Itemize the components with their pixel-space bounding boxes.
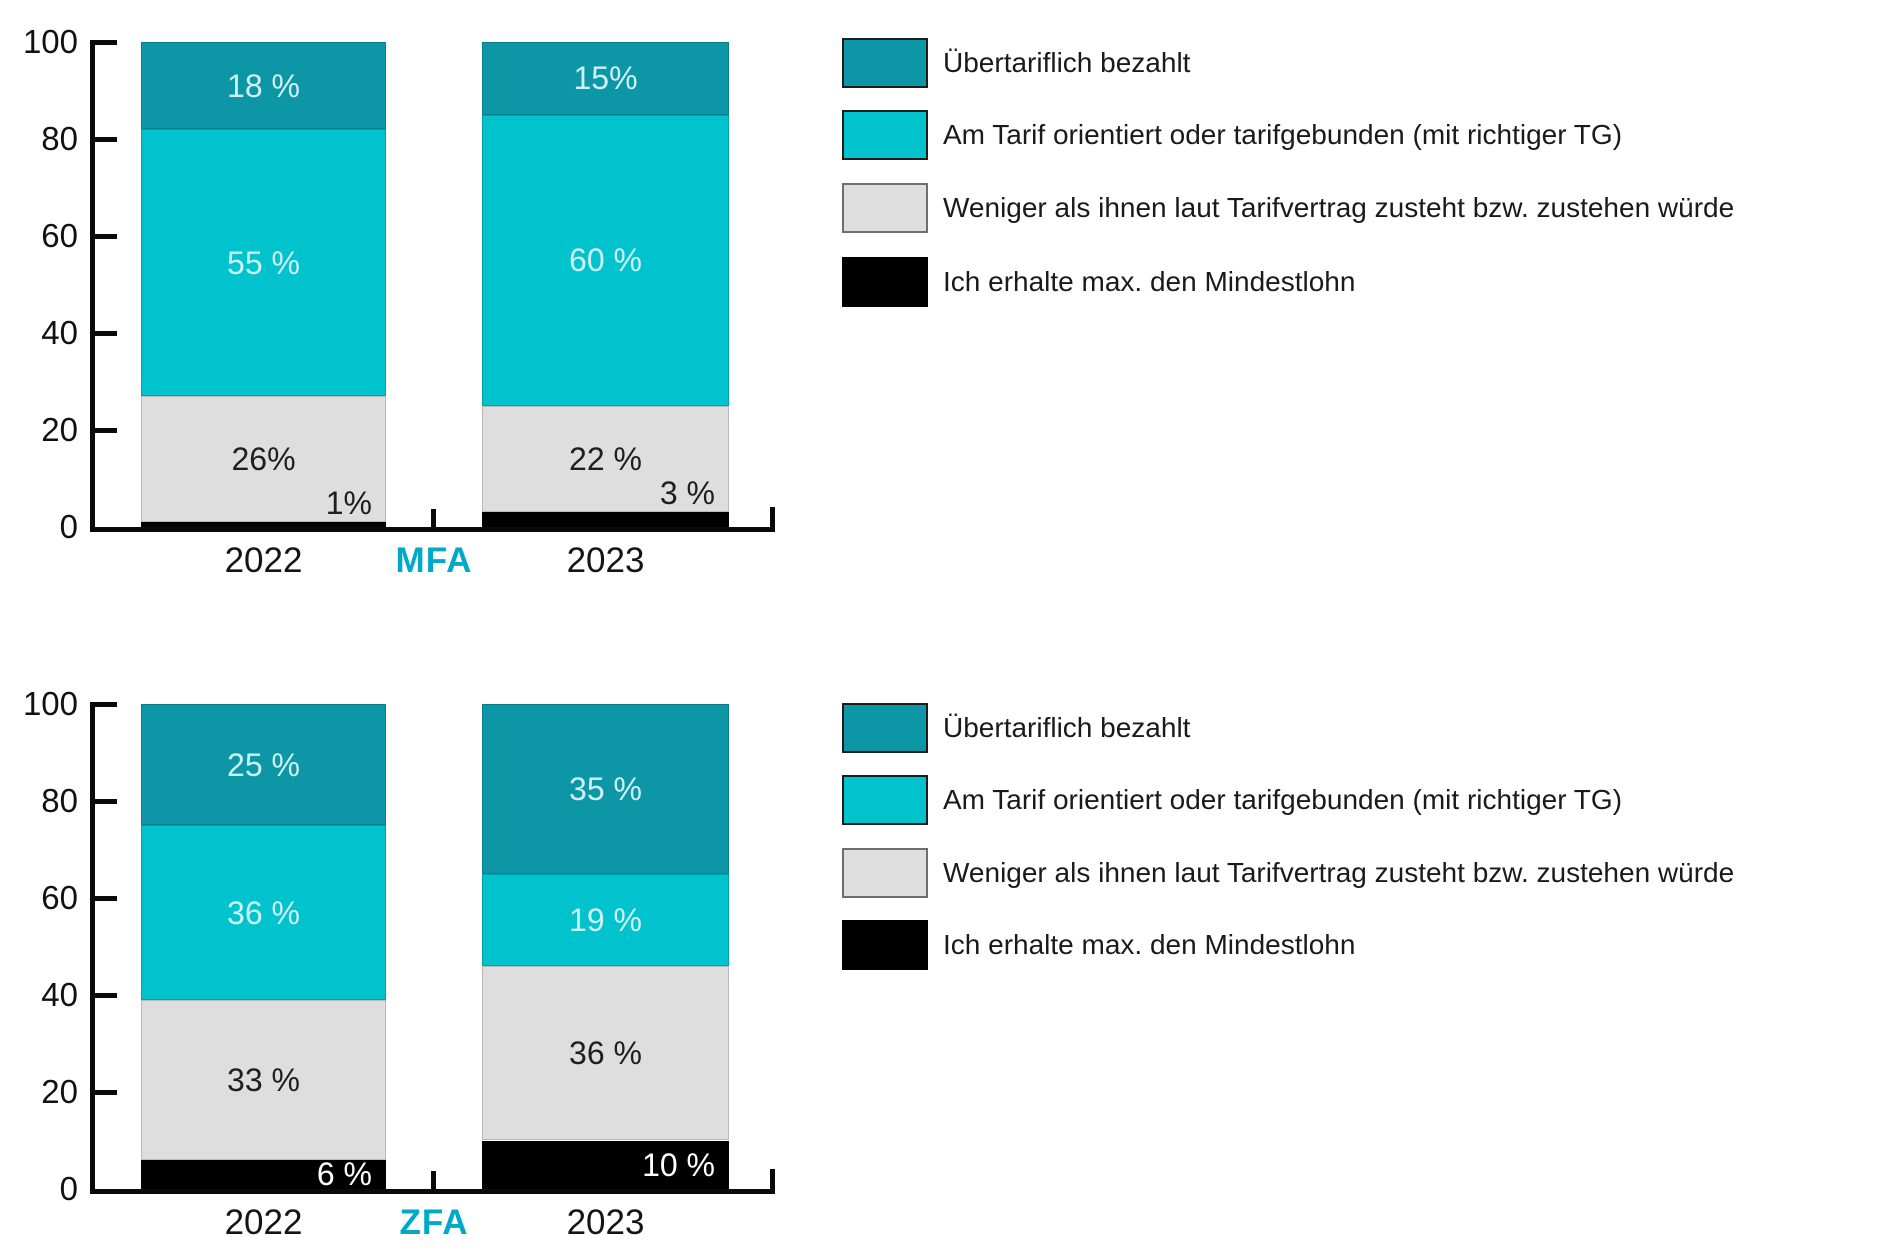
y-tick-label: 0 bbox=[59, 1170, 78, 1207]
category-label: 2022 bbox=[224, 541, 303, 580]
y-axis-line bbox=[90, 42, 95, 532]
group-label: MFA bbox=[395, 541, 473, 580]
bar-segment bbox=[141, 1159, 386, 1189]
y-tick bbox=[90, 1089, 117, 1095]
segment-label: 10 % bbox=[642, 1146, 715, 1183]
bar-segment bbox=[482, 704, 729, 874]
segment-label: 15% bbox=[573, 60, 638, 97]
segment-label: 33 % bbox=[227, 1061, 300, 1098]
bar-segment bbox=[141, 129, 386, 397]
y-tick-label: 20 bbox=[41, 411, 78, 448]
y-tick-label: 40 bbox=[41, 314, 78, 351]
segment-label: 22 % bbox=[569, 441, 642, 478]
y-tick bbox=[90, 895, 117, 901]
y-tick bbox=[90, 701, 117, 707]
bar-segment bbox=[482, 114, 729, 406]
x-axis-line bbox=[90, 527, 775, 532]
y-tick-label: 20 bbox=[41, 1073, 78, 1110]
x-axis-mid-tick bbox=[431, 509, 436, 527]
y-tick bbox=[90, 798, 117, 804]
segment-label: 36 % bbox=[227, 894, 300, 931]
y-tick bbox=[90, 427, 117, 433]
segment-label: 55 % bbox=[227, 244, 300, 281]
bar-segment bbox=[482, 405, 729, 513]
segment-label: 6 % bbox=[316, 1156, 372, 1193]
bar-segment bbox=[482, 965, 729, 1141]
x-axis-line bbox=[90, 1189, 775, 1194]
segment-label: 26% bbox=[231, 441, 296, 478]
segment-label: 60 % bbox=[569, 242, 642, 279]
y-tick-label: 100 bbox=[22, 23, 78, 60]
x-axis-end-tick bbox=[770, 507, 775, 532]
category-label: 2022 bbox=[224, 1203, 303, 1242]
y-tick bbox=[90, 39, 117, 45]
bar-segment bbox=[141, 999, 386, 1160]
bar-segment bbox=[482, 42, 729, 115]
y-axis-line bbox=[90, 704, 95, 1194]
segment-label: 19 % bbox=[569, 901, 642, 938]
x-axis-end-tick bbox=[770, 1169, 775, 1194]
y-tick-label: 80 bbox=[41, 120, 78, 157]
bar-segment bbox=[141, 825, 386, 1000]
bar-segment bbox=[141, 396, 386, 523]
y-tick-label: 80 bbox=[41, 782, 78, 819]
segment-label: 3 % bbox=[659, 475, 715, 512]
x-axis-mid-tick bbox=[431, 1171, 436, 1189]
segment-label: 18 % bbox=[227, 67, 300, 104]
bar-segment bbox=[482, 873, 729, 966]
y-tick-label: 60 bbox=[41, 217, 78, 254]
bar-segment bbox=[141, 42, 386, 130]
y-tick bbox=[90, 330, 117, 336]
bar-segment bbox=[482, 512, 729, 527]
y-tick bbox=[90, 136, 117, 142]
segment-label: 1% bbox=[325, 485, 372, 522]
bar-segment bbox=[141, 704, 386, 826]
segment-label: 25 % bbox=[227, 746, 300, 783]
stacked-bar-chart-zfa: 0 20 40 60 80 100 25 % 36 % 33 % 6 % 2022 35 % 19 % 3… bbox=[0, 686, 1900, 1259]
y-tick-label: 40 bbox=[41, 976, 78, 1013]
bar-segment bbox=[482, 1140, 729, 1189]
y-tick bbox=[90, 233, 117, 239]
bar-segment bbox=[141, 522, 386, 527]
y-tick-label: 0 bbox=[59, 508, 78, 545]
segment-label: 35 % bbox=[569, 770, 642, 807]
stacked-bar-chart-mfa: 0 20 40 60 80 100 18 % 55 % 26% 1% 2022 15% 60 % 22 %… bbox=[0, 24, 1900, 597]
category-label: 2023 bbox=[566, 1203, 645, 1242]
y-tick-label: 100 bbox=[22, 685, 78, 722]
y-tick-label: 60 bbox=[41, 879, 78, 916]
segment-label: 36 % bbox=[569, 1035, 642, 1072]
y-tick bbox=[90, 992, 117, 998]
category-label: 2023 bbox=[566, 541, 645, 580]
group-label: ZFA bbox=[399, 1203, 469, 1242]
